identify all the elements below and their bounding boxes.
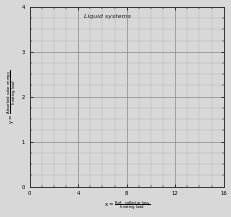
Y-axis label: y = $\frac{\mathrm{Absorbed\ solar\ energy}}{\mathrm{heating\ load}}$: y = $\frac{\mathrm{Absorbed\ solar\ ener… [5, 69, 18, 124]
Text: Liquid systems: Liquid systems [83, 14, 130, 19]
X-axis label: x = $\frac{\mathrm{Ref.\ collector\ loss}}{\mathrm{heating\ load}}$: x = $\frac{\mathrm{Ref.\ collector\ loss… [103, 199, 149, 212]
